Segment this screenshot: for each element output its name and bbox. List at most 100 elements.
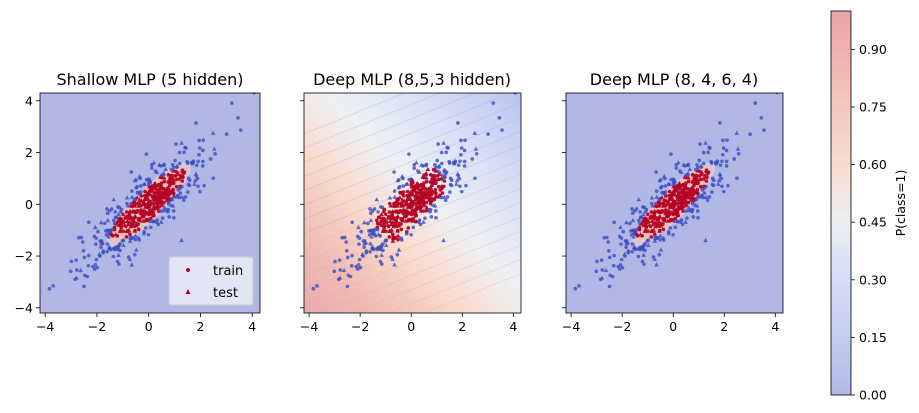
train-point bbox=[726, 183, 730, 188]
train-point bbox=[95, 265, 100, 270]
test-point bbox=[667, 196, 672, 201]
train-point bbox=[404, 182, 409, 187]
train-point bbox=[201, 138, 206, 143]
train-point bbox=[436, 177, 441, 182]
train-point bbox=[180, 174, 185, 179]
train-point bbox=[431, 167, 436, 172]
train-point bbox=[641, 219, 645, 224]
train-point bbox=[672, 204, 676, 209]
train-point bbox=[414, 186, 419, 190]
train-point bbox=[121, 238, 126, 243]
train-point bbox=[377, 215, 382, 220]
train-point bbox=[684, 203, 688, 208]
test-point bbox=[146, 210, 151, 216]
train-point bbox=[338, 268, 343, 272]
train-point bbox=[735, 176, 739, 181]
train-point bbox=[230, 101, 234, 105]
train-point bbox=[686, 179, 691, 184]
train-point bbox=[144, 177, 149, 182]
test-point bbox=[682, 195, 688, 200]
train-point bbox=[149, 166, 154, 170]
train-point bbox=[612, 253, 616, 258]
test-point bbox=[125, 221, 131, 226]
train-point bbox=[412, 189, 417, 193]
train-point bbox=[75, 268, 79, 272]
test-point bbox=[192, 181, 197, 186]
train-point bbox=[399, 227, 404, 232]
train-point bbox=[686, 208, 691, 213]
test-point bbox=[174, 171, 180, 177]
test-point bbox=[180, 194, 185, 199]
contour-line bbox=[318, 230, 521, 313]
train-point bbox=[413, 213, 418, 218]
test-point bbox=[179, 140, 184, 145]
train-point bbox=[135, 184, 139, 189]
train-point bbox=[197, 152, 201, 157]
test-point bbox=[129, 194, 135, 199]
train-point bbox=[698, 142, 702, 146]
train-point bbox=[395, 228, 400, 233]
train-point bbox=[91, 264, 95, 269]
train-point bbox=[657, 224, 662, 229]
train-point bbox=[345, 249, 349, 253]
train-point bbox=[669, 177, 673, 182]
train-point bbox=[661, 236, 665, 241]
train-point bbox=[408, 218, 412, 222]
test-point bbox=[369, 234, 374, 239]
train-point bbox=[197, 138, 201, 143]
train-point bbox=[611, 263, 616, 268]
contour-line bbox=[304, 216, 521, 305]
test-point bbox=[735, 146, 741, 151]
train-point bbox=[458, 184, 462, 189]
test-point bbox=[641, 211, 646, 217]
x-tick-label: 0 bbox=[145, 319, 153, 334]
train-point bbox=[594, 269, 599, 274]
test-point bbox=[652, 256, 657, 262]
train-point bbox=[159, 209, 164, 213]
train-point bbox=[395, 224, 400, 229]
train-point bbox=[80, 240, 85, 244]
train-point bbox=[183, 195, 188, 199]
train-point bbox=[464, 183, 468, 188]
train-point bbox=[439, 161, 444, 166]
train-point bbox=[692, 183, 696, 188]
train-point bbox=[440, 191, 445, 195]
test-point bbox=[388, 221, 394, 226]
train-point bbox=[714, 162, 719, 166]
train-point bbox=[184, 146, 188, 150]
test-point bbox=[703, 140, 708, 145]
train-point bbox=[682, 190, 687, 195]
train-point bbox=[174, 142, 178, 146]
train-point bbox=[139, 203, 143, 208]
x-tick-label: −4 bbox=[300, 319, 318, 334]
test-point bbox=[106, 234, 111, 239]
test-point bbox=[105, 217, 111, 223]
test-point bbox=[139, 208, 145, 213]
test-point bbox=[387, 218, 393, 224]
train-point bbox=[105, 211, 110, 216]
train-point bbox=[151, 201, 156, 206]
train-point bbox=[435, 158, 440, 163]
train-point bbox=[178, 186, 182, 191]
train-point bbox=[705, 198, 710, 203]
test-point bbox=[158, 183, 164, 188]
train-point bbox=[648, 216, 652, 220]
test-point bbox=[402, 208, 408, 213]
train-point bbox=[168, 177, 172, 181]
test-point bbox=[641, 252, 646, 257]
test-point bbox=[679, 169, 684, 175]
train-point bbox=[699, 165, 703, 169]
train-point bbox=[87, 220, 91, 225]
train-point bbox=[142, 231, 146, 236]
train-point bbox=[47, 286, 52, 291]
train-point bbox=[114, 215, 119, 220]
train-point bbox=[357, 257, 362, 262]
train-point bbox=[171, 181, 175, 186]
train-point bbox=[400, 218, 405, 222]
train-point bbox=[433, 209, 438, 213]
train-point bbox=[370, 246, 375, 251]
train-point bbox=[643, 220, 648, 224]
train-point bbox=[155, 218, 159, 222]
train-point bbox=[180, 179, 185, 183]
